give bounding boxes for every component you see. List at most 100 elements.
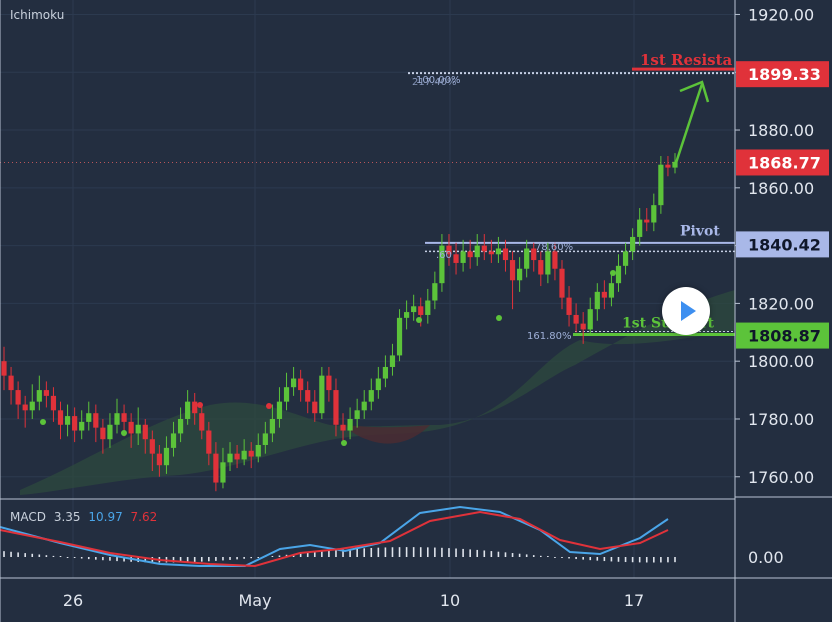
fib-label-60: .60 <box>436 250 452 261</box>
candle-body-59 <box>418 306 424 315</box>
price-badge-label-0: 1899.33 <box>748 65 821 84</box>
fractal-dot-1 <box>121 430 127 436</box>
macd-hist-bar-52 <box>370 547 373 557</box>
macd-hist-bar-79 <box>561 557 563 558</box>
ichimoku-cloud <box>20 290 735 495</box>
candle-body-90 <box>637 219 643 237</box>
candle-body-86 <box>608 283 615 298</box>
macd-hist-bar-56 <box>398 547 401 557</box>
fib-label-78: 78.60% <box>535 242 573 253</box>
candle-body-80 <box>566 297 572 315</box>
y-tick-label-2: 1880.00 <box>748 121 814 140</box>
candle-body-42 <box>298 378 304 391</box>
candle-body-89 <box>630 236 636 252</box>
price-badge-bg-2 <box>736 231 829 258</box>
candle-body-15 <box>107 424 113 440</box>
candle-body-46 <box>326 375 332 391</box>
candle-body-26 <box>185 401 191 419</box>
y-tick-label-8: 1760.00 <box>748 468 814 487</box>
macd-line <box>0 505 669 567</box>
signal-line <box>0 510 669 568</box>
candle-body-75 <box>531 248 537 261</box>
macd-hist-bar-20 <box>144 557 147 563</box>
candle-body-10 <box>72 416 78 431</box>
candle-body-87 <box>615 265 622 284</box>
price-badge-bg-3 <box>736 322 829 349</box>
projection-arrow-line <box>673 83 704 167</box>
macd-hist-bar-77 <box>547 556 549 557</box>
macd-hist-bar-49 <box>349 549 351 557</box>
macd-hist-bar-90 <box>638 557 641 563</box>
candle-body-45 <box>319 375 325 414</box>
macd-hist-bar-95 <box>674 557 676 563</box>
macd-hist-bar-17 <box>123 557 125 562</box>
candle-body-2 <box>15 390 21 405</box>
candle-body-88 <box>622 251 629 266</box>
macd-hist-bar-12 <box>87 557 90 560</box>
macd-hist-bar-1 <box>10 551 12 557</box>
macd-hist-bar-34 <box>243 557 245 559</box>
macd-hist-bar-45 <box>321 551 323 557</box>
candle-body-64 <box>453 254 459 263</box>
macd-hist-bar-55 <box>391 547 394 557</box>
macd-hist-bar-13 <box>95 557 97 560</box>
macd-hist-bar-46 <box>328 550 330 557</box>
macd-hist-bar-73 <box>518 553 521 557</box>
macd-hist-bar-94 <box>667 557 669 563</box>
candle-body-23 <box>163 447 170 466</box>
candle-body-19 <box>135 424 141 434</box>
macd-hist-bar-33 <box>236 557 238 560</box>
candle-body-61 <box>432 283 438 301</box>
candle-body-81 <box>573 314 579 324</box>
macd-hist-bar-61 <box>434 547 436 557</box>
macd-hist-bar-62 <box>441 547 443 557</box>
play-button[interactable] <box>662 287 710 335</box>
macd-hist-bar-72 <box>511 553 514 557</box>
candle-body-44 <box>312 401 318 414</box>
macd-hist-bar-53 <box>377 547 380 557</box>
fractal-dot-5 <box>416 317 422 323</box>
fractal-dot-4 <box>341 440 347 446</box>
macd-hist-bar-93 <box>660 557 662 563</box>
fractal-dot-7 <box>610 270 616 276</box>
candle-body-27 <box>192 401 198 414</box>
macd-hist-bar-80 <box>568 557 570 559</box>
candle-body-8 <box>57 410 64 425</box>
candle-body-76 <box>538 260 544 275</box>
candle-body-22 <box>156 453 162 466</box>
y-tick-label-3: 1860.00 <box>748 179 814 198</box>
macd-hist-bar-15 <box>109 557 111 561</box>
candle-body-4 <box>29 401 35 411</box>
macd-hist-bar-42 <box>299 553 302 557</box>
macd-legend: MACD 3.35 10.97 7.62 <box>10 510 161 524</box>
fib-label-161: 161.80% <box>527 331 572 342</box>
macd-value-3: 7.62 <box>130 510 158 524</box>
play-icon <box>681 301 696 321</box>
price-levels <box>0 67 735 337</box>
projection-arrow-head <box>679 80 710 103</box>
macd-hist-bar-70 <box>497 551 500 557</box>
candle-body-32 <box>227 453 233 463</box>
candle-body-84 <box>594 291 600 310</box>
macd-panel <box>0 498 832 579</box>
candle-body-79 <box>559 268 565 298</box>
candle-body-62 <box>439 245 445 284</box>
candle-body-39 <box>276 401 283 419</box>
candle-body-43 <box>305 390 311 402</box>
candle-body-53 <box>375 378 381 391</box>
candle-body-11 <box>79 421 85 431</box>
macd-hist-bar-27 <box>193 557 196 562</box>
candle-body-55 <box>389 355 396 367</box>
macd-hist-bar-63 <box>448 548 450 557</box>
macd-hist-bar-51 <box>363 548 366 557</box>
macd-hist-bar-14 <box>102 557 104 561</box>
macd-hist-bar-9 <box>66 557 69 558</box>
macd-hist-bar-28 <box>200 557 203 562</box>
macd-hist-bar-64 <box>455 548 457 557</box>
candle-body-14 <box>100 427 106 440</box>
candle-body-34 <box>241 450 247 460</box>
